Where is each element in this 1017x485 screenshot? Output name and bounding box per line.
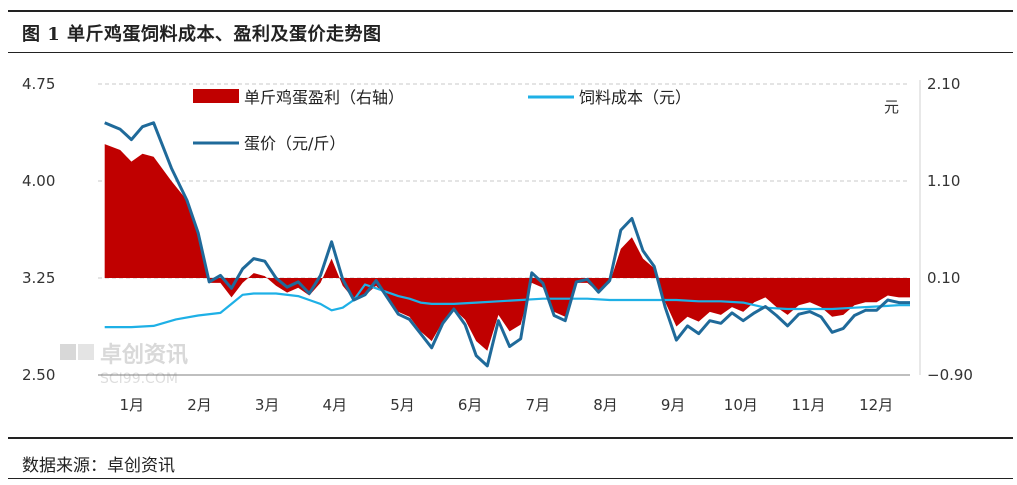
legend-swatch-profit [193, 89, 239, 103]
right-tick-label: 0.10 [927, 269, 960, 287]
right-axis-ticks: 2.10 1.10 0.10 −0.90 [927, 75, 973, 384]
legend-label-profit: 单斤鸡蛋盈利（右轴） [244, 88, 404, 107]
x-tick-label: 10月 [724, 396, 758, 414]
x-tick-label: 6月 [458, 396, 483, 414]
chart-canvas: 卓创资讯 SCI99.COM 4.75 4.00 3.25 2.50 2.10 1.10… [22, 75, 973, 414]
source-note: 数据来源：卓创资讯 [22, 456, 175, 476]
legend-label-feed: 饲料成本（元） [579, 88, 691, 107]
watermark-logo-icon [60, 344, 76, 360]
watermark-logo-icon-2 [78, 344, 94, 360]
source-rule [8, 437, 1013, 439]
left-axis-ticks: 4.75 4.00 3.25 2.50 [22, 75, 55, 384]
right-tick-label: 2.10 [927, 75, 960, 93]
left-tick-label: 3.25 [22, 269, 55, 287]
x-tick-label: 12月 [859, 396, 893, 414]
feed-cost-line [104, 283, 910, 329]
left-tick-label: 2.50 [22, 366, 55, 384]
x-tick-label: 5月 [390, 396, 415, 414]
x-tick-label: 4月 [323, 396, 348, 414]
bottom-rule [8, 478, 1013, 479]
watermark-en: SCI99.COM [100, 371, 178, 387]
title-rule [8, 52, 1013, 53]
right-axis-unit: 元 [884, 98, 899, 116]
x-tick-label: 8月 [593, 396, 618, 414]
x-tick-label: 3月 [255, 396, 280, 414]
x-tick-label: 9月 [661, 396, 686, 414]
legend-label-egg: 蛋价（元/斤） [244, 134, 345, 153]
legend: 单斤鸡蛋盈利（右轴） 饲料成本（元） 蛋价（元/斤） [193, 88, 691, 153]
figure-title: 图 1 单斤鸡蛋饲料成本、盈利及蛋价走势图 [22, 24, 382, 45]
gridlines [98, 83, 910, 279]
x-tick-label: 2月 [187, 396, 212, 414]
egg-price-series [104, 121, 910, 368]
feed-cost-series [104, 283, 910, 329]
egg-price-line [104, 121, 910, 368]
left-tick-label: 4.75 [22, 75, 55, 93]
left-tick-label: 4.00 [22, 172, 55, 190]
profit-area [104, 144, 911, 351]
x-tick-label: 7月 [526, 396, 551, 414]
profit-area-series [104, 144, 911, 351]
right-tick-label: 1.10 [927, 172, 960, 190]
x-axis-ticks: 1月 2月 3月 4月 5月 6月 7月 8月 9月 10月 11月 12月 [120, 396, 894, 414]
watermark-cn: 卓创资讯 [100, 343, 188, 368]
x-tick-label: 11月 [791, 396, 825, 414]
right-tick-label: −0.90 [927, 366, 973, 384]
watermark: 卓创资讯 SCI99.COM [60, 343, 188, 387]
axes [98, 80, 921, 376]
x-tick-label: 1月 [120, 396, 145, 414]
top-rule [8, 10, 1013, 12]
